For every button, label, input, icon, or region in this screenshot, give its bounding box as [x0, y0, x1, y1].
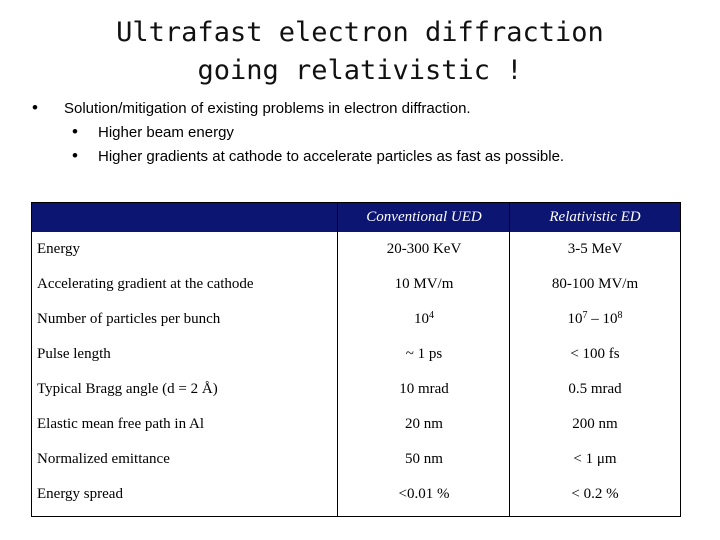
bullet-item-sub-1: • Higher beam energy — [32, 120, 712, 144]
table-row: Elastic mean free path in Al 20 nm 200 n… — [32, 407, 680, 442]
row-label: Energy — [37, 241, 81, 257]
row-label: Energy spread — [37, 486, 123, 502]
relativistic-value: 107 – 108 — [567, 310, 623, 328]
table-row: Accelerating gradient at the cathode 10 … — [32, 267, 680, 302]
bullet-list: • Solution/mitigation of existing proble… — [32, 96, 712, 168]
conventional-value: 10 MV/m — [394, 276, 454, 292]
row-label: Normalized emittance — [37, 451, 170, 467]
column-divider — [337, 203, 338, 516]
bullet-text-sub-1: Higher beam energy — [98, 124, 234, 141]
row-label: Number of particles per bunch — [37, 311, 221, 327]
conventional-value: 20 nm — [405, 416, 443, 432]
column-divider — [509, 203, 510, 516]
conventional-value: 50 nm — [405, 451, 443, 467]
table-row: Typical Bragg angle (d = 2 Å) 10 mrad 0.… — [32, 372, 680, 407]
comparison-table: Conventional UED Relativistic ED Energy … — [31, 202, 681, 517]
relativistic-value: < 0.2 % — [571, 486, 619, 502]
table-row: Pulse length ~ 1 ps < 100 fs — [32, 337, 680, 372]
relativistic-value: < 100 fs — [570, 346, 620, 362]
conventional-value: <0.01 % — [398, 486, 450, 502]
row-label: Elastic mean free path in Al — [37, 416, 205, 432]
relativistic-value: 3-5 MeV — [567, 241, 623, 257]
header-relativistic-ed: Relativistic ED — [549, 209, 641, 225]
row-label: Accelerating gradient at the cathode — [37, 276, 254, 292]
relativistic-value: < 1 μm — [573, 451, 617, 467]
relativistic-value: 80-100 MV/m — [551, 276, 639, 292]
title-line-1: Ultrafast electron diffraction — [116, 17, 604, 48]
bullet-dot-icon: • — [72, 122, 78, 141]
slide-title: Ultrafast electron diffraction going rel… — [0, 14, 720, 90]
bullet-item-main: • Solution/mitigation of existing proble… — [32, 96, 712, 120]
bullet-item-sub-2: • Higher gradients at cathode to acceler… — [32, 144, 712, 168]
relativistic-value: 0.5 mrad — [568, 381, 622, 397]
title-line-2: going relativistic ! — [197, 55, 523, 86]
bullet-text-main: Solution/mitigation of existing problems… — [64, 100, 471, 117]
row-label: Pulse length — [37, 346, 111, 362]
row-label: Typical Bragg angle (d = 2 Å) — [37, 381, 218, 397]
conventional-value: 20-300 KeV — [386, 241, 462, 257]
table-header: Conventional UED Relativistic ED — [32, 203, 680, 232]
header-conventional-ued: Conventional UED — [366, 209, 482, 225]
table-row: Energy 20-300 KeV 3-5 MeV — [32, 232, 680, 267]
table-row: Energy spread <0.01 % < 0.2 % — [32, 477, 680, 512]
table-row: Normalized emittance 50 nm < 1 μm — [32, 442, 680, 477]
bullet-dot-icon: • — [32, 98, 38, 117]
conventional-value: 104 — [414, 310, 434, 328]
conventional-value: ~ 1 ps — [405, 346, 443, 362]
conventional-value: 10 mrad — [399, 381, 449, 397]
relativistic-value: 200 nm — [572, 416, 618, 432]
table-row: Number of particles per bunch 104 107 – … — [32, 302, 680, 337]
bullet-dot-icon: • — [72, 146, 78, 165]
bullet-text-sub-2: Higher gradients at cathode to accelerat… — [98, 148, 565, 165]
